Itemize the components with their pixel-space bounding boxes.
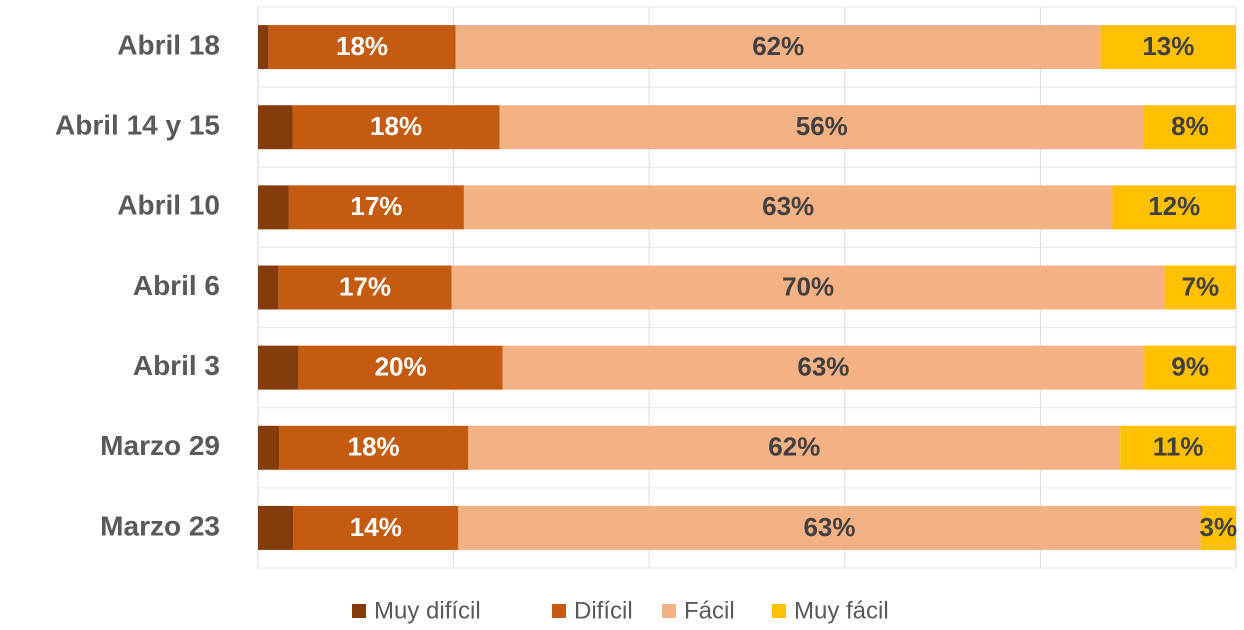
data-label: 20% — [375, 352, 427, 382]
bar-segment — [463, 185, 1113, 230]
legend-swatch — [352, 604, 366, 618]
data-label: 12% — [1148, 191, 1200, 221]
bar-segment — [1120, 425, 1236, 470]
data-label: 70% — [782, 271, 834, 301]
bar-segment — [458, 505, 1201, 550]
bar-segment — [278, 265, 452, 310]
y-tick-label: Marzo 29 — [100, 430, 220, 461]
legend-label: Muy fácil — [794, 597, 889, 624]
data-label: 56% — [796, 111, 848, 141]
bar-segment — [258, 265, 279, 310]
y-tick-label: Abril 14 y 15 — [55, 110, 220, 141]
bar-segment — [1164, 265, 1236, 310]
data-label: 63% — [797, 352, 849, 382]
bar-segment — [1143, 105, 1236, 150]
bar-segment — [1112, 185, 1236, 230]
bar-segment — [455, 25, 1101, 70]
bar-segment — [499, 105, 1144, 150]
legend-swatch — [772, 604, 786, 618]
bar-segment — [258, 505, 294, 550]
data-label: 63% — [762, 191, 814, 221]
data-label: 9% — [1171, 352, 1209, 382]
data-label: 8% — [1171, 111, 1209, 141]
data-label: 17% — [350, 191, 402, 221]
data-label: 62% — [752, 31, 804, 61]
data-label: 63% — [803, 512, 855, 542]
bar-segment — [288, 185, 464, 230]
bar-segment — [1100, 25, 1236, 70]
bar-segment — [298, 345, 503, 390]
data-label: 18% — [370, 111, 422, 141]
data-label: 62% — [768, 432, 820, 462]
data-label: 17% — [339, 271, 391, 301]
data-label: 18% — [336, 31, 388, 61]
legend-swatch — [552, 604, 566, 618]
bar-segment — [502, 345, 1145, 390]
legend-swatch — [662, 604, 676, 618]
bar-segment — [268, 25, 456, 70]
y-tick-label: Marzo 23 — [100, 510, 220, 541]
bar-segment — [468, 425, 1121, 470]
bar-segment — [293, 505, 459, 550]
legend-label: Muy difícil — [374, 597, 481, 624]
data-label: 18% — [348, 432, 400, 462]
y-tick-label: Abril 10 — [117, 190, 220, 221]
bar-segment — [258, 425, 280, 470]
y-tick-label: Abril 18 — [117, 29, 220, 60]
bar-segment — [1144, 345, 1236, 390]
bar-segment — [1200, 505, 1236, 550]
bar-segment — [258, 105, 293, 150]
bar-segment — [258, 345, 299, 390]
data-label: 3% — [1200, 512, 1238, 542]
data-label: 13% — [1142, 31, 1194, 61]
bar-segment — [258, 185, 289, 230]
data-label: 11% — [1153, 432, 1204, 462]
bar-segment — [279, 425, 469, 470]
legend-label: Difícil — [574, 597, 633, 624]
bar-segment — [451, 265, 1165, 310]
y-tick-label: Abril 6 — [133, 270, 220, 301]
data-label: 14% — [350, 512, 402, 542]
bar-segment — [292, 105, 500, 150]
legend-label: Fácil — [684, 597, 735, 624]
data-label: 7% — [1182, 271, 1220, 301]
y-tick-label: Abril 3 — [133, 350, 220, 381]
bar-segment — [258, 25, 269, 70]
